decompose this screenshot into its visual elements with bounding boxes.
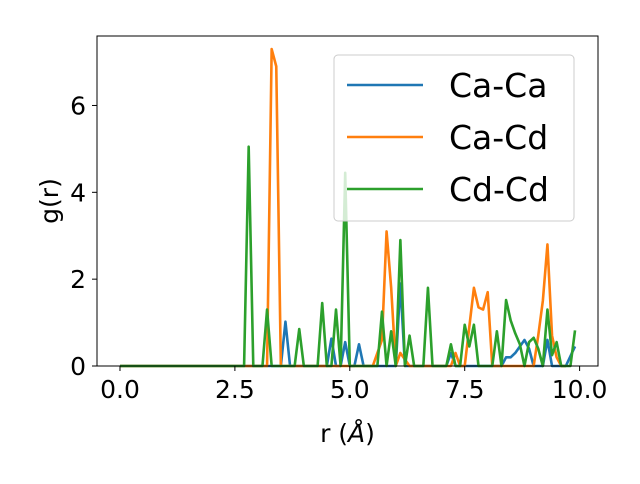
legend-label-cd-cd: Cd-Cd — [449, 170, 549, 209]
x-axis-ticks: 0.0 2.5 5.0 7.5 10.0 — [100, 366, 607, 404]
x-tick-label: 0.0 — [100, 375, 140, 404]
x-axis-label-unit: Å — [346, 419, 365, 448]
y-tick-label: 2 — [70, 265, 86, 294]
x-axis-label: r (Å) — [320, 419, 375, 448]
y-axis-ticks: 0 2 4 6 — [70, 91, 97, 381]
x-tick-label: 10.0 — [552, 375, 608, 404]
x-tick-label: 5.0 — [330, 375, 370, 404]
y-tick-label: 0 — [70, 352, 86, 381]
legend-label-ca-cd: Ca-Cd — [449, 118, 548, 157]
x-axis-label-text: r ( — [320, 419, 348, 448]
legend: Ca-Ca Ca-Cd Cd-Cd — [333, 54, 575, 222]
y-tick-label: 6 — [70, 91, 86, 120]
x-tick-label: 7.5 — [445, 375, 485, 404]
y-tick-label: 4 — [70, 178, 86, 207]
x-tick-label: 2.5 — [215, 375, 255, 404]
plot-frame — [96, 35, 599, 367]
x-axis-label-close: ) — [365, 419, 375, 448]
y-axis-label: g(r) — [35, 178, 64, 224]
legend-box — [333, 54, 575, 222]
legend-label-ca-ca: Ca-Ca — [449, 66, 547, 105]
